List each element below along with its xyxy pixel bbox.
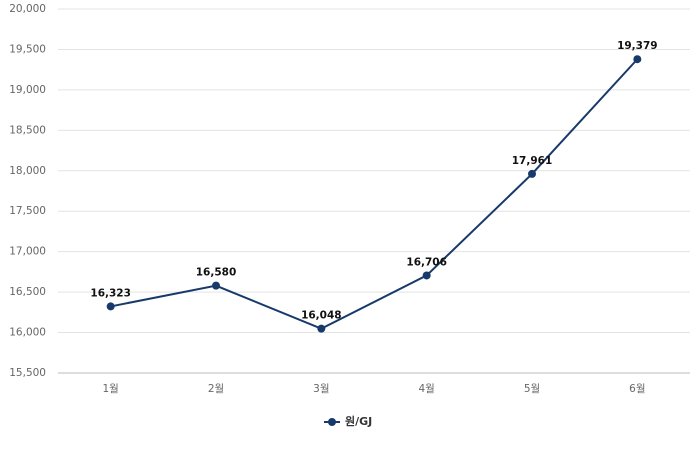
x-tick-label: 4월 <box>418 383 434 395</box>
y-tick-label: 19,500 <box>9 43 46 55</box>
series-line <box>110 58 639 330</box>
data-point <box>106 302 115 311</box>
data-point <box>633 55 642 64</box>
y-tick-label: 19,000 <box>9 84 46 96</box>
y-tick-label: 20,000 <box>9 3 46 15</box>
data-label: 16,580 <box>196 267 237 279</box>
y-tick-label: 16,000 <box>9 327 46 339</box>
data-point <box>317 324 326 333</box>
x-tick-label: 3월 <box>313 383 329 395</box>
data-point <box>212 281 220 290</box>
data-label: 16,048 <box>301 310 342 322</box>
y-tick-label: 18,500 <box>9 124 46 136</box>
y-tick-label: 15,500 <box>9 367 46 379</box>
x-tick-label: 1월 <box>102 383 118 395</box>
legend-marker <box>328 418 336 426</box>
y-tick-label: 17,500 <box>9 205 46 217</box>
x-tick-label: 5월 <box>524 383 540 395</box>
legend-label: 원/GJ <box>345 414 372 428</box>
data-label: 17,961 <box>512 155 553 167</box>
y-tick-label: 16,500 <box>9 286 46 298</box>
y-tick-label: 18,000 <box>9 165 46 177</box>
data-label: 16,323 <box>90 287 131 299</box>
y-tick-label: 17,000 <box>9 246 46 258</box>
x-tick-label: 6월 <box>629 383 645 395</box>
data-point <box>528 169 536 178</box>
data-label: 19,379 <box>617 40 658 52</box>
data-label: 16,706 <box>406 256 447 268</box>
data-point <box>422 271 431 280</box>
x-tick-label: 2월 <box>208 383 224 395</box>
